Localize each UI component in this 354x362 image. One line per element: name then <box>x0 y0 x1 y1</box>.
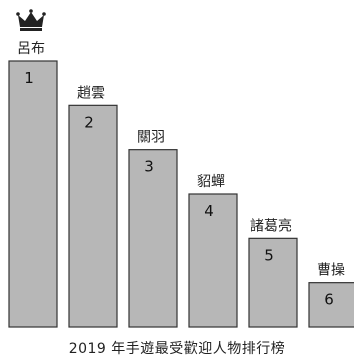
bar-1 <box>8 60 58 328</box>
crown-jewel-2 <box>29 9 33 13</box>
category-label-6: 曹操 <box>317 263 345 279</box>
category-label-3: 關羽 <box>137 130 165 146</box>
rank-label-2: 2 <box>84 113 94 131</box>
rank-label-3: 3 <box>144 158 154 176</box>
rank-label-6: 6 <box>324 291 334 309</box>
category-label-2: 趙雲 <box>77 85 105 101</box>
bars-group: 1 呂布 2 趙雲 3 關羽 4 貂蟬 5 諸葛亮 6 曹操 <box>8 41 354 328</box>
crown-icon <box>16 9 46 31</box>
bar-4 <box>188 193 238 328</box>
bar-6 <box>308 282 354 328</box>
bar-2 <box>68 104 118 328</box>
category-label-4: 貂蟬 <box>197 174 225 190</box>
rank-label-1: 1 <box>24 69 34 87</box>
rank-label-5: 5 <box>264 246 274 264</box>
rank-label-4: 4 <box>204 202 214 220</box>
bar-5 <box>248 237 298 328</box>
category-label-1: 呂布 <box>17 41 45 57</box>
category-label-5: 諸葛亮 <box>250 217 292 234</box>
crown-jewel-1 <box>16 12 20 16</box>
chart-title: 2019 年手遊最受歡迎人物排行榜 <box>68 341 286 357</box>
crown-band <box>20 28 42 31</box>
bar-3 <box>128 149 178 328</box>
crown-jewel-3 <box>42 12 46 16</box>
crown-shape <box>18 12 44 27</box>
